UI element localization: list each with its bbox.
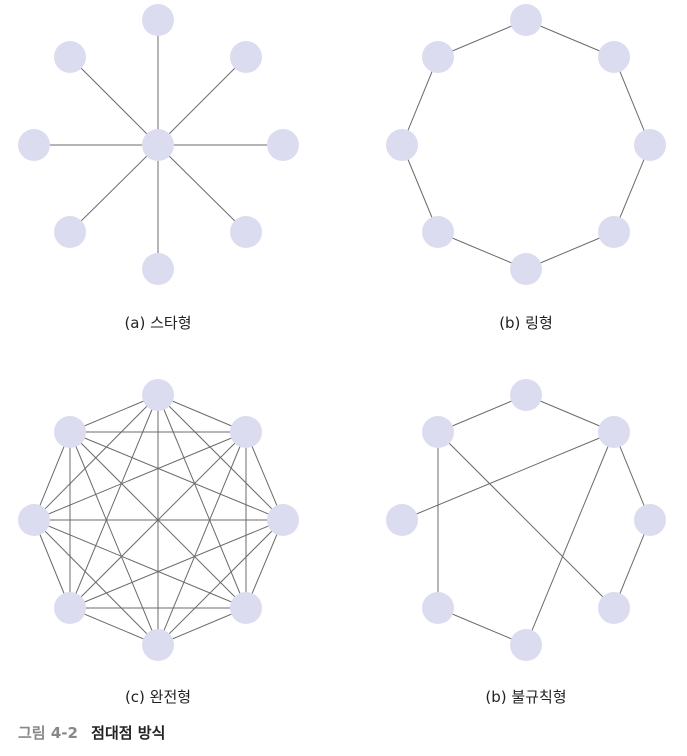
complete-edge-2 (157, 394, 247, 609)
complete-edge-23 (33, 519, 159, 646)
ring-node-2 (634, 129, 666, 161)
irregular-node-4 (510, 629, 542, 661)
star-node-7 (54, 41, 86, 73)
star-hub-node (142, 129, 174, 161)
star-node-6 (18, 129, 50, 161)
irregular-node-5 (422, 592, 454, 624)
star-edge-7 (69, 56, 159, 146)
star-edge-5 (69, 144, 159, 233)
complete-edge-4 (69, 394, 159, 609)
complete-edge-17 (69, 431, 284, 521)
complete-node-0 (142, 379, 174, 411)
ring-node-7 (422, 41, 454, 73)
complete-edge-9 (157, 431, 247, 646)
star-edge-3 (157, 144, 247, 233)
figure-number: 그림 4-2 (18, 724, 78, 742)
ring-topology-panel (386, 4, 666, 285)
complete-edge-11 (33, 431, 247, 521)
ring-node-4 (510, 253, 542, 285)
complete-node-4 (142, 629, 174, 661)
irregular-node-3 (598, 592, 630, 624)
star-node-0 (142, 4, 174, 36)
ring-node-5 (422, 216, 454, 248)
star-node-2 (267, 129, 299, 161)
irregular-node-2 (634, 504, 666, 536)
complete-node-1 (230, 416, 262, 448)
ring-node-6 (386, 129, 418, 161)
irregular-node-1 (598, 416, 630, 448)
panel-label-star: (a) 스타형 (124, 314, 191, 332)
star-node-3 (230, 216, 262, 248)
complete-edge-21 (69, 431, 247, 609)
complete-edge-15 (69, 519, 284, 609)
irregular-node-6 (386, 504, 418, 536)
star-node-4 (142, 253, 174, 285)
irregular-topology-panel (386, 379, 666, 661)
complete-edge-20 (33, 519, 247, 609)
star-node-5 (54, 216, 86, 248)
complete-node-7 (54, 416, 86, 448)
irregular-edge-7 (525, 431, 615, 646)
ring-node-3 (598, 216, 630, 248)
complete-node-5 (54, 592, 86, 624)
panel-label-ring: (b) 링형 (499, 314, 553, 332)
star-node-1 (230, 41, 262, 73)
irregular-node-0 (510, 379, 542, 411)
complete-edge-24 (69, 431, 159, 646)
figure-title: 점대점 방식 (91, 724, 166, 742)
ring-node-1 (598, 41, 630, 73)
complete-node-6 (18, 504, 50, 536)
complete-topology-panel (18, 379, 299, 661)
irregular-node-7 (422, 416, 454, 448)
figure-caption: 그림 4-2 점대점 방식 (18, 722, 165, 743)
ring-node-0 (510, 4, 542, 36)
irregular-edge-4 (437, 431, 615, 609)
complete-node-3 (230, 592, 262, 624)
panel-label-complete: (c) 완전형 (125, 688, 191, 706)
complete-node-2 (267, 504, 299, 536)
star-edge-1 (157, 56, 247, 146)
panel-label-irregular: (b) 불규칙형 (485, 688, 566, 706)
star-topology-panel (18, 4, 299, 285)
irregular-edge-8 (401, 431, 615, 521)
